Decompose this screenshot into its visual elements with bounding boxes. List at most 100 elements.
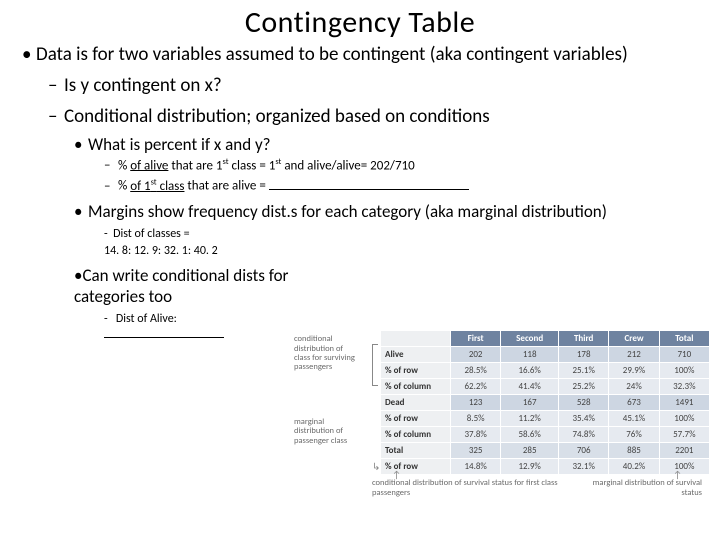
table-row: Total3252857068852201: [381, 443, 710, 459]
t: of 1: [130, 179, 150, 194]
table-cell: 528: [559, 395, 609, 411]
t: that are alive =: [184, 179, 268, 194]
t: and alive/alive= 202/710: [281, 158, 414, 173]
table-header-row: First Second Third Crew Total: [381, 331, 710, 347]
contingency-table: First Second Third Crew Total Alive20211…: [380, 330, 710, 475]
row-header: % of row: [381, 363, 451, 379]
row-header: % of row: [381, 459, 451, 475]
table-cell: 885: [609, 443, 659, 459]
t: class = 1: [229, 158, 276, 173]
page-title: Contingency Table: [0, 4, 720, 41]
table-row: % of row28.5%16.6%25.1%29.9%100%: [381, 363, 710, 379]
t: class: [157, 179, 185, 194]
table-cell: 40.2%: [609, 459, 659, 475]
bullet-lvl2-b: –Conditional distribution; organized bas…: [48, 105, 702, 128]
bullet-lvl3-c: •Can write conditional dists for categor…: [74, 265, 304, 307]
bracket-icon: [372, 344, 378, 386]
bullet-lvl4-a: –% of alive that are 1st class = 1st and…: [104, 157, 702, 175]
t: %: [118, 158, 130, 173]
fig-note-left: conditional distribution of survival sta…: [372, 478, 558, 498]
table-row: % of row14.8%12.9%32.1%40.2%100%: [381, 459, 710, 475]
table-cell: 123: [451, 395, 501, 411]
col-header: Total: [659, 331, 709, 347]
row-header: Alive: [381, 347, 451, 363]
contingency-figure: conditional distribution of class for su…: [294, 330, 714, 498]
t: that are 1: [168, 158, 222, 173]
table-cell: 25.2%: [559, 379, 609, 395]
table-cell: 32.3%: [659, 379, 709, 395]
arrow-icon: ↳: [372, 460, 380, 473]
col-header: Third: [559, 331, 609, 347]
table-cell: 710: [659, 347, 709, 363]
table-cell: 100%: [659, 363, 709, 379]
table-cell: 57.7%: [659, 427, 709, 443]
fig-label-bottom: marginal distribution of passenger class: [294, 378, 364, 446]
text: Conditional distribution; organized base…: [64, 105, 490, 128]
t: 14. 8: 12. 9: 32. 1: 40. 2: [104, 244, 218, 258]
table-cell: 24%: [609, 379, 659, 395]
col-header: Crew: [609, 331, 659, 347]
table-cell: 178: [559, 347, 609, 363]
text: What is percent if x and y?: [88, 134, 271, 155]
table-cell: 212: [609, 347, 659, 363]
bullet-lvl3-a: •What is percent if x and y?: [74, 134, 702, 155]
table-cell: 37.8%: [451, 427, 501, 443]
table-cell: 32.1%: [559, 459, 609, 475]
table-row: % of column37.8%58.6%74.8%76%57.7%: [381, 427, 710, 443]
t: %: [118, 179, 130, 194]
table-cell: 100%: [659, 459, 709, 475]
col-header: Second: [501, 331, 559, 347]
table-cell: 285: [501, 443, 559, 459]
table-cell: 45.1%: [609, 411, 659, 427]
row-header: % of row: [381, 411, 451, 427]
table-cell: 673: [609, 395, 659, 411]
table-cell: 118: [501, 347, 559, 363]
table-row: Dead1231675286731491: [381, 395, 710, 411]
table-cell: 28.5%: [451, 363, 501, 379]
fig-label-top: conditional distribution of class for su…: [294, 330, 364, 378]
bullet-lvl4-c: - Dist of classes = 14. 8: 12. 9: 32. 1:…: [104, 226, 274, 258]
table-cell: 14.8%: [451, 459, 501, 475]
corner-cell: [381, 331, 451, 347]
col-header: First: [451, 331, 501, 347]
t: of alive: [130, 158, 168, 173]
table-cell: 325: [451, 443, 501, 459]
text: Data is for two variables assumed to be …: [36, 43, 628, 66]
slide-body: •Data is for two variables assumed to be…: [0, 43, 720, 343]
table-cell: 202: [451, 347, 501, 363]
row-header: % of column: [381, 427, 451, 443]
bullet-lvl4-b: –% of 1st class that are alive =: [104, 177, 702, 195]
bullet-lvl2-a: –Is y contingent on x?: [48, 74, 702, 97]
bullet-lvl1: •Data is for two variables assumed to be…: [22, 43, 702, 66]
text: Is y contingent on x?: [64, 74, 222, 97]
table-cell: 58.6%: [501, 427, 559, 443]
table-cell: 76%: [609, 427, 659, 443]
table-cell: 62.2%: [451, 379, 501, 395]
table-cell: 25.1%: [559, 363, 609, 379]
t: Dist of Alive:: [116, 312, 177, 326]
table-cell: 11.2%: [501, 411, 559, 427]
table-row: Alive202118178212710: [381, 347, 710, 363]
t: Dist of classes =: [113, 227, 189, 241]
table-cell: 1491: [659, 395, 709, 411]
table-cell: 74.8%: [559, 427, 609, 443]
table-cell: 41.4%: [501, 379, 559, 395]
row-header: Dead: [381, 395, 451, 411]
bullet-lvl3-b: •Margins show frequency dist.s for each …: [74, 201, 702, 222]
text: Can write conditional dists for categori…: [74, 265, 288, 307]
blank-line: [269, 189, 469, 190]
table-cell: 16.6%: [501, 363, 559, 379]
text: Margins show frequency dist.s for each c…: [88, 201, 607, 222]
table-cell: 167: [501, 395, 559, 411]
row-header: Total: [381, 443, 451, 459]
table-cell: 29.9%: [609, 363, 659, 379]
arrow-up-icon: ↑: [673, 468, 682, 481]
table-cell: 100%: [659, 411, 709, 427]
table-cell: 8.5%: [451, 411, 501, 427]
row-header: % of column: [381, 379, 451, 395]
table-cell: 35.4%: [559, 411, 609, 427]
table-row: % of column62.2%41.4%25.2%24%32.3%: [381, 379, 710, 395]
table-cell: 706: [559, 443, 609, 459]
table-row: % of row8.5%11.2%35.4%45.1%100%: [381, 411, 710, 427]
fig-note-right: marginal distribution of survival status: [593, 478, 702, 498]
